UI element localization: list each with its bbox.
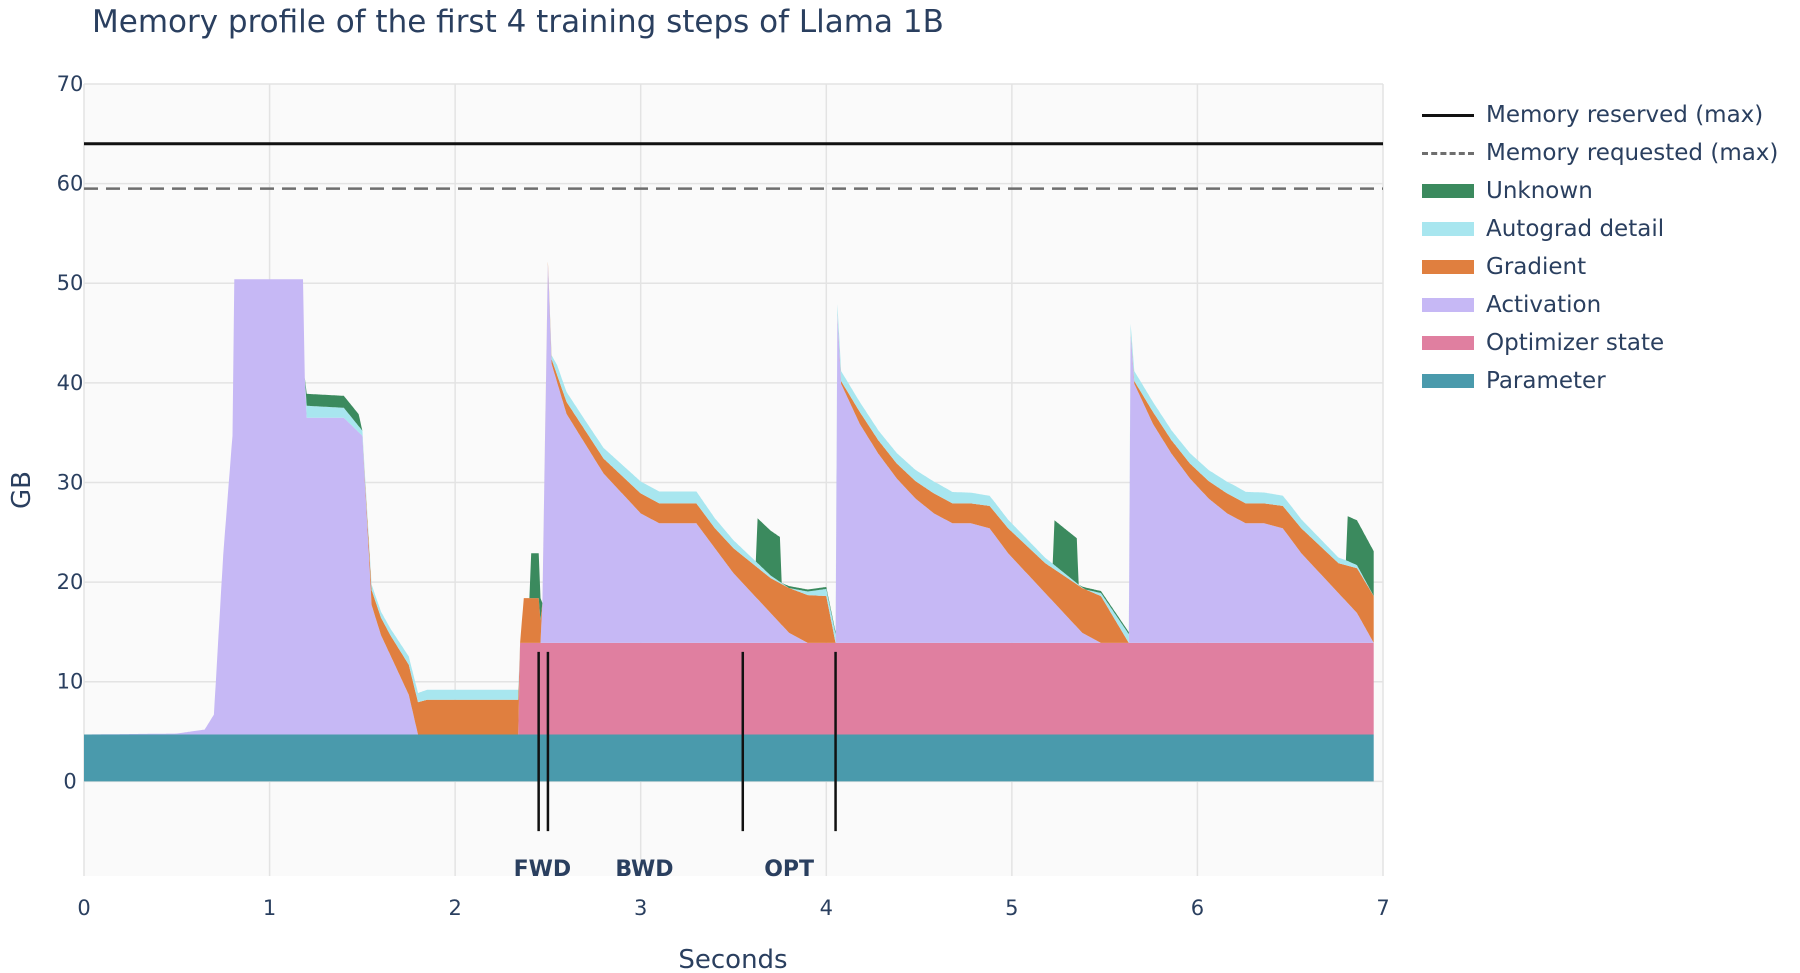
legend-swatch xyxy=(1420,286,1476,324)
legend-item[interactable]: Memory requested (max) xyxy=(1420,134,1778,172)
legend-label: Parameter xyxy=(1486,368,1606,394)
legend-item[interactable]: Autograd detail xyxy=(1420,210,1778,248)
legend-swatch xyxy=(1420,210,1476,248)
legend-swatch xyxy=(1420,362,1476,400)
y-tick-label: 30 xyxy=(57,470,84,494)
reference-lines xyxy=(84,142,1383,190)
y-tick-label: 20 xyxy=(57,570,84,594)
legend-label: Unknown xyxy=(1486,178,1593,204)
x-tick-label: 6 xyxy=(1191,896,1204,920)
y-tick-label: 40 xyxy=(57,371,84,395)
x-axis-title: Seconds xyxy=(678,945,787,973)
legend-item[interactable]: Activation xyxy=(1420,286,1778,324)
legend-item[interactable]: Unknown xyxy=(1420,172,1778,210)
series-area-activation xyxy=(84,264,1374,735)
legend-label: Activation xyxy=(1486,292,1602,318)
legend-item[interactable]: Gradient xyxy=(1420,248,1778,286)
legend-swatch xyxy=(1420,172,1476,210)
x-tick-label: 3 xyxy=(634,896,647,920)
x-tick-label: 7 xyxy=(1376,896,1389,920)
phase-label: FWD xyxy=(514,857,572,882)
legend-label: Memory reserved (max) xyxy=(1486,102,1764,128)
legend: Memory reserved (max) Memory requested (m… xyxy=(1420,96,1778,400)
x-tick-label: 1 xyxy=(263,896,276,920)
legend-item[interactable]: Memory reserved (max) xyxy=(1420,96,1778,134)
legend-swatch xyxy=(1420,248,1476,286)
legend-swatch xyxy=(1420,134,1476,172)
y-axis-title: GB xyxy=(7,471,37,509)
y-tick-label: 70 xyxy=(57,72,84,96)
y-tick-label: 10 xyxy=(57,670,84,694)
legend-swatch xyxy=(1420,324,1476,362)
series-area-optimizer-state xyxy=(84,642,1374,735)
legend-item[interactable]: Parameter xyxy=(1420,362,1778,400)
legend-label: Autograd detail xyxy=(1486,216,1665,242)
x-tick-label: 0 xyxy=(77,896,90,920)
x-tick-label: 4 xyxy=(820,896,833,920)
legend-label: Gradient xyxy=(1486,254,1587,280)
legend-label: Optimizer state xyxy=(1486,330,1665,356)
chart-title: Memory profile of the first 4 training s… xyxy=(92,4,944,40)
legend-item[interactable]: Optimizer state xyxy=(1420,324,1778,362)
legend-label: Memory requested (max) xyxy=(1486,140,1779,166)
series-layer xyxy=(84,261,1374,782)
x-tick-label: 2 xyxy=(448,896,461,920)
y-tick-label: 0 xyxy=(63,769,76,793)
phase-markers: FWD BWD OPT xyxy=(514,651,837,882)
y-tick-label: 60 xyxy=(57,172,84,196)
legend-swatch xyxy=(1420,96,1476,134)
y-tick-label: 50 xyxy=(57,271,84,295)
phase-label: OPT xyxy=(764,857,814,882)
series-area-parameter xyxy=(84,734,1374,782)
phase-label: BWD xyxy=(615,857,673,882)
x-tick-label: 5 xyxy=(1005,896,1018,920)
